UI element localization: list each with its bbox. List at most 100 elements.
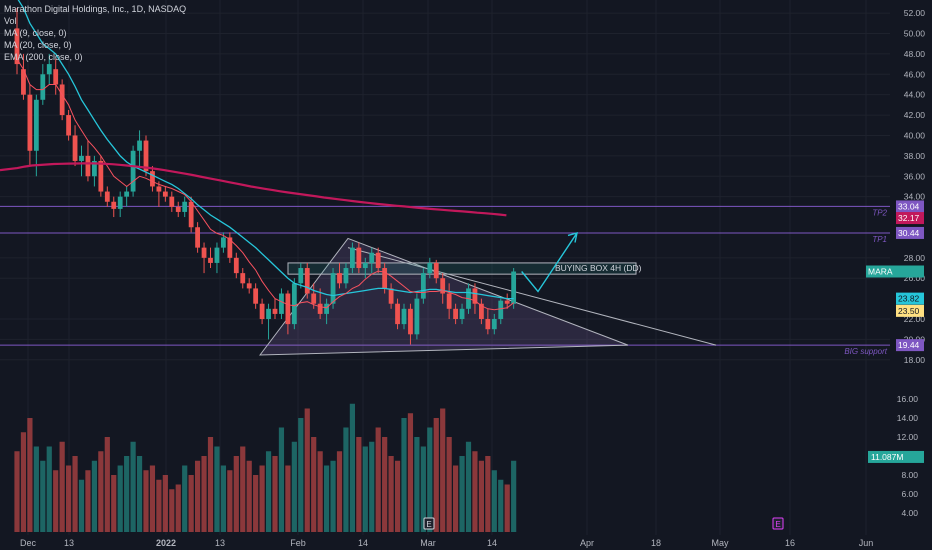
volume-bar [285, 465, 291, 532]
volume-bar [104, 437, 110, 532]
price-tick-label: 48.00 [904, 49, 926, 59]
volume-bar [478, 460, 484, 532]
candle-body [14, 28, 20, 65]
volume-bar [195, 460, 201, 532]
candle-body [375, 252, 381, 269]
level-label-TP1: TP1 [872, 235, 887, 244]
candle-body [414, 298, 420, 335]
candle-body [21, 69, 26, 95]
candle-body [291, 283, 297, 325]
volume-bar [291, 441, 297, 532]
candle-body [27, 94, 33, 151]
earnings-icon [423, 517, 435, 530]
legend-ema: EMA (200, close, 0) [4, 52, 83, 62]
candle-body [79, 155, 84, 161]
price-tag-ema: 32.17 [898, 213, 920, 223]
volume-bar [433, 418, 439, 532]
candle-body [92, 160, 97, 177]
volume-bar [324, 465, 330, 532]
volume-bar [298, 418, 304, 532]
candle-body [272, 308, 278, 314]
price-tick-label: 52.00 [904, 8, 926, 18]
price-tag-tp1-bg [896, 226, 924, 239]
candle-body [388, 288, 394, 304]
volume-bar [169, 489, 175, 532]
candle-body [214, 247, 220, 263]
earnings-label: E [426, 520, 431, 529]
volume-bar [446, 437, 452, 532]
candle-body [362, 262, 368, 269]
candle-body [369, 252, 375, 263]
price-tick-label: 28.00 [904, 253, 926, 263]
volume-bar [53, 470, 59, 532]
candle-body [266, 308, 271, 320]
legend-symbol: Marathon Digital Holdings, Inc., 1D, NAS… [4, 4, 187, 14]
chart-legend: Marathon Digital Holdings, Inc., 1D, NAS… [4, 3, 186, 63]
volume-bar [78, 479, 85, 532]
candle-body [162, 191, 168, 197]
candle-body [259, 303, 265, 320]
volume-bar [227, 470, 233, 532]
volume-bar [259, 465, 265, 532]
price-tick-label: 46.00 [904, 69, 926, 79]
candle-body [440, 278, 446, 294]
x-tick-label: May [711, 538, 729, 548]
volume-bar [207, 437, 214, 532]
volume-bar [440, 408, 446, 532]
candle-body [337, 273, 342, 284]
candle-body [40, 74, 46, 100]
candle-body [343, 268, 349, 284]
volume-bar [143, 470, 149, 532]
candle-body [188, 201, 194, 228]
volume-bar [317, 451, 323, 532]
level-label-support: BIG support [844, 347, 887, 356]
candle-body [408, 308, 413, 335]
candle-body [350, 247, 355, 269]
ma-slow-line [17, 0, 514, 300]
candle-body [117, 196, 123, 209]
price-tick-label: 40.00 [904, 130, 926, 140]
x-tick-label: 14 [358, 538, 368, 548]
candle-body [485, 319, 491, 330]
candle-body [395, 303, 400, 325]
candle-body [279, 293, 284, 314]
candle-body [285, 293, 291, 325]
candle-body [446, 293, 452, 309]
candle-body [233, 257, 239, 274]
volume-bar [188, 475, 194, 532]
candle-body [208, 257, 213, 263]
candle-body [195, 227, 200, 248]
candle-body [311, 293, 317, 304]
volume-bar [253, 475, 259, 532]
volume-bar [111, 475, 117, 532]
volume-bar [453, 465, 459, 532]
candle-body [150, 171, 155, 187]
volume-bar [349, 403, 355, 532]
price-tag-ema-bg [896, 212, 924, 225]
price-tick-label: 44.00 [904, 90, 926, 100]
volume-bar [124, 456, 130, 532]
volume-bar [233, 456, 239, 532]
legend-volume: Vol [4, 16, 17, 26]
volume-bar [117, 465, 123, 532]
moving-averages [0, 0, 515, 311]
descending-trendline [347, 247, 717, 346]
candle-body [459, 308, 465, 320]
candle-body [253, 288, 259, 304]
volume-bar [40, 460, 46, 532]
candle-body [72, 135, 78, 161]
x-tick-label: Apr [580, 538, 594, 548]
volume-bar [136, 456, 143, 532]
volume-bar [511, 460, 517, 532]
volume-bar [162, 475, 168, 532]
x-tick-label: 2022 [156, 538, 176, 548]
volume-bar [465, 441, 472, 532]
candle-body [324, 303, 329, 314]
volume-bar [182, 465, 188, 532]
axes: Dec 13 2022 13 Feb 14 Mar 14 Apr 18 May 16 Jun 52.00 5… [20, 8, 925, 548]
candle-body [498, 300, 504, 320]
buying-box-label: BUYING BOX 4H (DD) [555, 263, 642, 273]
price-tag-tp2: 33.04 [898, 201, 920, 211]
